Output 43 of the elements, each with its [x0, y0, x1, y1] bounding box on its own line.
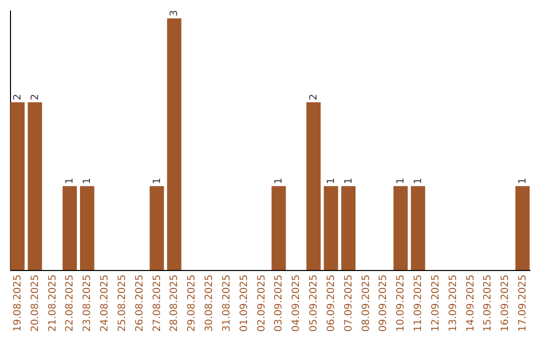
- x-tick-label: 03.09.2025: [274, 274, 285, 332]
- x-tick-label: 30.08.2025: [204, 274, 216, 332]
- data-label: 3: [169, 10, 180, 16]
- x-tick-label: 12.09.2025: [430, 274, 442, 332]
- x-tick-label: 29.08.2025: [186, 274, 198, 332]
- x-tick-label: 14.09.2025: [465, 274, 476, 332]
- x-tick-label: 26.08.2025: [134, 274, 146, 332]
- x-tick-label: 24.08.2025: [100, 274, 111, 332]
- x-tick-label: 23.08.2025: [82, 274, 94, 332]
- data-label: 1: [152, 178, 163, 184]
- data-label: 1: [396, 178, 407, 184]
- data-label: 1: [326, 178, 337, 184]
- data-label: 1: [518, 178, 529, 184]
- x-tick-label: 15.09.2025: [482, 274, 494, 332]
- x-tick-label: 04.09.2025: [291, 274, 302, 332]
- x-tick-label: 11.09.2025: [413, 274, 424, 332]
- x-tick-label: 21.08.2025: [47, 274, 58, 332]
- x-tick-label: 25.08.2025: [116, 274, 128, 332]
- data-label: 2: [308, 94, 320, 100]
- x-tick-label: 07.09.2025: [343, 274, 354, 332]
- x-tick-label: 28.08.2025: [169, 274, 180, 332]
- x-tick-label: 01.09.2025: [238, 274, 250, 332]
- x-tick-label: 10.09.2025: [396, 274, 407, 332]
- x-tick-label: 20.08.2025: [30, 274, 41, 332]
- x-tick-label: 02.09.2025: [256, 274, 268, 332]
- data-label: 1: [82, 178, 94, 184]
- x-tick-label: 05.09.2025: [308, 274, 320, 332]
- x-tick-label: 22.08.2025: [64, 274, 76, 332]
- x-tick-label: 19.08.2025: [12, 274, 24, 332]
- data-label: 1: [343, 178, 354, 184]
- data-label: 1: [274, 178, 285, 184]
- x-tick-label: 17.09.2025: [518, 274, 529, 332]
- x-tick-label: 31.08.2025: [221, 274, 232, 332]
- data-label: 1: [64, 178, 76, 184]
- data-label: 2: [30, 94, 41, 100]
- x-tick-label: 06.09.2025: [326, 274, 337, 332]
- x-tick-label: 08.09.2025: [360, 274, 372, 332]
- x-tick-label: 27.08.2025: [152, 274, 163, 332]
- data-label: 2: [12, 94, 24, 100]
- x-tick-label: 16.09.2025: [500, 274, 512, 332]
- x-tick-label: 09.09.2025: [378, 274, 390, 332]
- x-tick-label: 13.09.2025: [448, 274, 459, 332]
- data-label: 1: [413, 178, 424, 184]
